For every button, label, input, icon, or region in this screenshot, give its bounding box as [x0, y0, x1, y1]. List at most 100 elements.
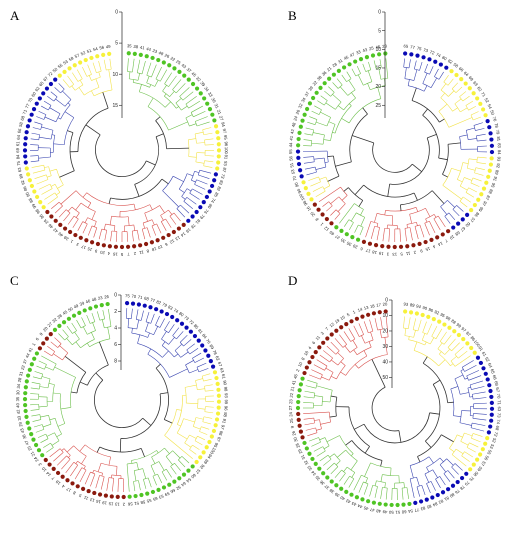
leaf-label: 56: [483, 455, 490, 462]
branch: [316, 359, 328, 367]
backbone-branch: [161, 178, 169, 185]
leaf-label: 25: [289, 418, 295, 424]
leaf-marker: [296, 399, 301, 405]
branch: [303, 402, 314, 404]
branch-arc: [191, 171, 195, 181]
branch: [160, 215, 164, 221]
leaf-marker: [471, 91, 476, 96]
leaf-label: 6: [164, 242, 169, 248]
backbone-branch: [98, 341, 109, 366]
branch: [168, 209, 173, 215]
leaf-marker: [417, 241, 422, 246]
backbone-arc: [425, 384, 441, 442]
branch: [408, 59, 411, 68]
backbone-branch: [358, 200, 364, 207]
leaf-marker: [43, 457, 48, 463]
leaf-marker: [37, 96, 42, 101]
branch: [336, 449, 346, 458]
leaf-label: 34: [310, 469, 317, 476]
branch: [456, 434, 463, 438]
branch: [409, 214, 413, 224]
branch: [438, 103, 448, 112]
leaf-marker: [484, 180, 489, 185]
leaf-label: 38: [316, 74, 323, 81]
branch: [79, 444, 86, 452]
branch: [457, 179, 463, 183]
branch: [146, 227, 151, 238]
branch: [104, 230, 108, 241]
branch: [360, 209, 364, 216]
leaf-marker: [136, 302, 142, 307]
branch: [32, 376, 42, 380]
leaf-marker: [446, 487, 451, 492]
leaf-marker: [62, 69, 67, 74]
branch: [109, 58, 112, 70]
branch: [202, 127, 212, 130]
branch: [325, 367, 334, 373]
branch: [75, 212, 80, 218]
leaf-label: 65: [490, 368, 497, 375]
leaf-label: 64: [463, 70, 470, 77]
branch: [87, 225, 93, 236]
leaf-marker: [430, 495, 435, 500]
branch: [133, 481, 136, 492]
branch: [326, 345, 337, 355]
leaf-marker: [213, 124, 219, 129]
branch-arc: [342, 344, 347, 348]
branch: [169, 215, 177, 225]
backbone-branch: [422, 356, 428, 364]
leaf-marker: [414, 311, 419, 316]
branch: [312, 186, 323, 192]
branch-arc: [422, 339, 431, 345]
branch: [440, 206, 448, 215]
branch: [74, 467, 83, 480]
leaf-label: 37: [22, 358, 29, 365]
leaf-label: 11: [83, 495, 89, 501]
branch: [339, 86, 348, 96]
branch: [176, 409, 182, 411]
leaf-label: 48: [91, 296, 97, 302]
branch: [385, 58, 389, 79]
leaf-label: 36: [318, 479, 325, 486]
leaf-marker: [489, 143, 495, 148]
branch-arc: [41, 424, 45, 430]
leaf-label: 92: [434, 309, 441, 316]
branch: [306, 171, 317, 176]
leaf-marker: [194, 209, 199, 215]
leaf-label: 44: [24, 352, 31, 359]
branch: [406, 224, 408, 228]
leaf-label: 99: [30, 202, 37, 209]
branch: [184, 384, 197, 388]
leaf-label: 64: [487, 362, 494, 369]
leaf-marker: [23, 160, 28, 165]
branch: [337, 203, 346, 212]
leaf-marker: [481, 186, 487, 191]
leaf-label: 63: [219, 367, 225, 374]
leaf-label: 83: [167, 304, 174, 311]
leaf-label: 24: [292, 115, 298, 122]
backbone-arc: [348, 187, 363, 201]
branch: [344, 345, 351, 353]
leaf-marker: [26, 373, 31, 378]
branch: [147, 477, 152, 488]
branch: [309, 116, 318, 120]
backbone-branch: [64, 356, 87, 373]
branch: [316, 450, 326, 457]
leaf-marker: [105, 301, 110, 307]
branch: [315, 121, 328, 127]
backbone-arc: [134, 136, 159, 185]
branch: [369, 319, 374, 332]
leaf-marker: [349, 492, 354, 497]
branch: [101, 473, 103, 477]
branch: [204, 138, 214, 141]
branch: [30, 387, 40, 390]
leaf-label: 61: [481, 351, 488, 358]
backbone-branch: [155, 116, 161, 122]
leaf-label: 45: [343, 54, 350, 61]
leaf-label: 77: [150, 297, 157, 303]
branch-arc: [404, 78, 415, 81]
branch-arc: [49, 183, 53, 189]
leaf-marker: [161, 60, 166, 65]
branch: [413, 341, 418, 351]
